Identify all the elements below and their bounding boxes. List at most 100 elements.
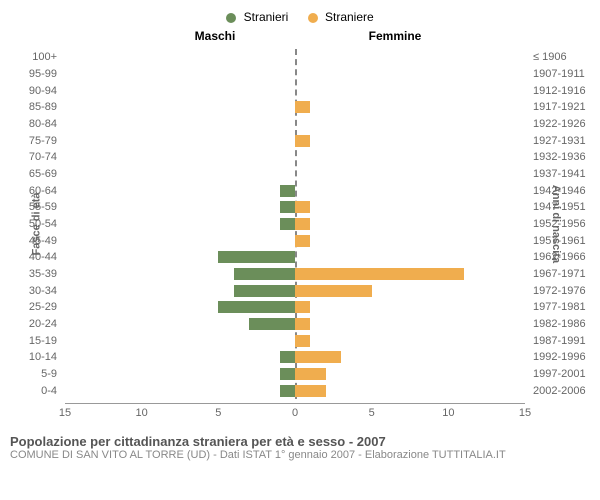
bar-female: [295, 285, 372, 297]
bar-male: [218, 301, 295, 313]
bar-row: [65, 318, 525, 330]
birth-tick: 1972-1976: [533, 285, 586, 297]
bar-row: [65, 118, 525, 130]
age-tick: 45-49: [29, 235, 57, 247]
age-tick: 0-4: [41, 385, 57, 397]
legend-male-label: Stranieri: [244, 10, 289, 24]
birth-tick: 1962-1966: [533, 251, 586, 263]
bar-female: [295, 368, 326, 380]
bar-female: [295, 385, 326, 397]
age-tick: 55-59: [29, 201, 57, 213]
birth-tick: 2002-2006: [533, 385, 586, 397]
age-tick: 25-29: [29, 301, 57, 313]
bar-row: [65, 301, 525, 313]
birth-tick: ≤ 1906: [533, 51, 567, 63]
y-axis-left: Fasce di età 100+95-9990-9485-8980-8475-…: [10, 49, 60, 399]
birth-tick: 1932-1936: [533, 151, 586, 163]
bar-row: [65, 268, 525, 280]
birth-tick: 1922-1926: [533, 118, 586, 130]
bar-female: [295, 218, 310, 230]
birth-tick: 1937-1941: [533, 168, 586, 180]
header-female: Femmine: [310, 29, 480, 43]
birth-tick: 1912-1916: [533, 85, 586, 97]
age-tick: 15-19: [29, 335, 57, 347]
birth-tick: 1997-2001: [533, 368, 586, 380]
caption: Popolazione per cittadinanza straniera p…: [10, 434, 590, 461]
bar-row: [65, 85, 525, 97]
chart: Maschi Femmine Fasce di età 100+95-9990-…: [10, 29, 590, 429]
bar-row: [65, 368, 525, 380]
bar-female: [295, 135, 310, 147]
header-male: Maschi: [130, 29, 300, 43]
bar-female: [295, 201, 310, 213]
age-tick: 80-84: [29, 118, 57, 130]
birth-tick: 1907-1911: [533, 68, 585, 80]
bar-row: [65, 68, 525, 80]
age-tick: 85-89: [29, 101, 57, 113]
bar-female: [295, 235, 310, 247]
bar-female: [295, 101, 310, 113]
bar-male: [280, 201, 295, 213]
x-tick: 15: [519, 407, 531, 419]
y-axis-right: Anni di nascita ≤ 19061907-19111912-1916…: [530, 49, 590, 399]
bar-row: [65, 201, 525, 213]
bar-row: [65, 235, 525, 247]
age-tick: 50-54: [29, 218, 57, 230]
bar-male: [234, 285, 295, 297]
x-axis: 15105051015: [65, 403, 525, 429]
legend-male: Stranieri: [226, 10, 288, 24]
age-tick: 70-74: [29, 151, 57, 163]
birth-tick: 1977-1981: [533, 301, 586, 313]
legend-female-dot: [308, 13, 318, 23]
birth-tick: 1957-1961: [533, 235, 586, 247]
bar-row: [65, 251, 525, 263]
bar-row: [65, 168, 525, 180]
x-tick: 5: [369, 407, 375, 419]
birth-tick: 1947-1951: [533, 201, 586, 213]
age-tick: 5-9: [41, 368, 57, 380]
bar-row: [65, 285, 525, 297]
plot-area: [65, 49, 525, 399]
x-tick: 10: [136, 407, 148, 419]
birth-tick: 1927-1931: [533, 135, 586, 147]
x-tick: 15: [59, 407, 71, 419]
age-tick: 40-44: [29, 251, 57, 263]
bar-row: [65, 351, 525, 363]
legend-female: Straniere: [308, 10, 374, 24]
bar-row: [65, 51, 525, 63]
bar-row: [65, 151, 525, 163]
age-tick: 90-94: [29, 85, 57, 97]
age-tick: 100+: [32, 51, 57, 63]
age-tick: 30-34: [29, 285, 57, 297]
bar-male: [234, 268, 295, 280]
age-tick: 20-24: [29, 318, 57, 330]
bar-row: [65, 101, 525, 113]
bar-male: [280, 185, 295, 197]
bar-female: [295, 301, 310, 313]
bar-female: [295, 318, 310, 330]
birth-tick: 1952-1956: [533, 218, 586, 230]
age-tick: 60-64: [29, 185, 57, 197]
age-tick: 75-79: [29, 135, 57, 147]
birth-tick: 1967-1971: [533, 268, 586, 280]
legend-female-label: Straniere: [325, 10, 374, 24]
caption-title: Popolazione per cittadinanza straniera p…: [10, 434, 590, 449]
x-tick: 5: [215, 407, 221, 419]
caption-subtitle: COMUNE DI SAN VITO AL TORRE (UD) - Dati …: [10, 449, 590, 461]
bar-row: [65, 218, 525, 230]
legend-male-dot: [226, 13, 236, 23]
age-tick: 95-99: [29, 68, 57, 80]
bar-row: [65, 135, 525, 147]
birth-tick: 1992-1996: [533, 351, 586, 363]
bar-male: [280, 368, 295, 380]
birth-tick: 1917-1921: [533, 101, 586, 113]
x-tick: 0: [292, 407, 298, 419]
bar-male: [280, 351, 295, 363]
bar-row: [65, 335, 525, 347]
age-tick: 10-14: [29, 351, 57, 363]
bar-row: [65, 385, 525, 397]
bar-female: [295, 351, 341, 363]
birth-tick: 1942-1946: [533, 185, 586, 197]
age-tick: 35-39: [29, 268, 57, 280]
age-tick: 65-69: [29, 168, 57, 180]
